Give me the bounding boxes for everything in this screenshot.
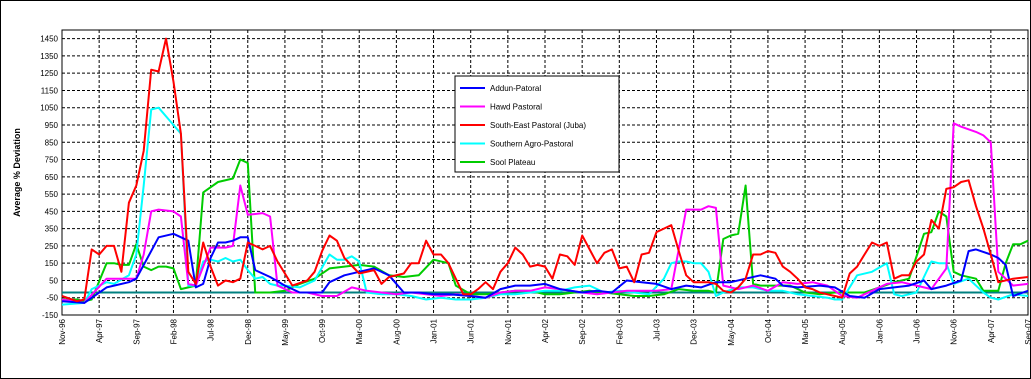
legend-label: Hawd Pastoral [490, 103, 542, 112]
x-tick-label: Nov-96 [58, 318, 67, 344]
legend: Addun-Patoral Hawd Pastoral South-East Pas… [454, 75, 620, 173]
x-tick-label: Aug-00 [392, 318, 401, 344]
y-tick-label: 250 [45, 242, 59, 251]
x-tick-label: Oct-99 [318, 318, 327, 343]
series-lines [61, 37, 1029, 306]
y-tick-label: 350 [45, 225, 59, 234]
y-tick-label: 50 [49, 276, 58, 285]
y-tick-label: 950 [45, 121, 59, 130]
x-tick-label: Feb-98 [169, 318, 178, 344]
x-tick-label: Mar-00 [355, 318, 364, 344]
y-tick-label: -50 [46, 294, 58, 303]
series-line-1 [61, 122, 1029, 304]
x-tick-label: Dec-03 [690, 318, 699, 344]
x-tick-label: Jul-98 [207, 318, 216, 340]
x-tick-label: Mar-05 [801, 318, 810, 344]
legend-label: Addun-Patoral [490, 84, 541, 93]
y-tick-label: 1050 [40, 104, 58, 113]
y-tick-label: 1150 [41, 86, 59, 95]
series-line-3 [61, 106, 1029, 306]
y-tick-label: 150 [45, 259, 59, 268]
plot-area-border [61, 29, 1029, 316]
y-tick-label: 650 [45, 173, 59, 182]
x-tick-label: Jul-03 [652, 318, 661, 340]
x-tick-label: Jun-06 [913, 318, 922, 343]
y-axis-label: Average % Deviation [12, 128, 22, 217]
y-tick-label: 1250 [40, 69, 58, 78]
x-tick-labels: Nov-96 Apr-97 Sep-97 Feb-98 Jul-98 Dec-98 May-… [58, 318, 1031, 345]
y-tick-labels: -150 -50 50 150 250 350 450 550 650 750 850 950 1050… [40, 35, 58, 320]
y-tick-label: 850 [45, 138, 59, 147]
x-tick-label: Aug-05 [838, 318, 847, 344]
x-tick-label: Oct-04 [764, 318, 773, 343]
x-tick-label: May-99 [281, 318, 290, 345]
x-tick-label: May-04 [727, 318, 736, 345]
y-tick-label: 1350 [40, 52, 58, 61]
x-tick-label: Nov-01 [504, 318, 513, 344]
x-tick-label: Sep-97 [132, 318, 141, 344]
x-tick-label: Dec-98 [244, 318, 253, 344]
series-line-0 [61, 232, 1029, 304]
series-line-2 [61, 37, 1029, 303]
legend-label: Sool Plateau [490, 158, 535, 167]
x-tick-label: Apr-02 [541, 318, 550, 343]
y-tick-label: -150 [42, 311, 59, 320]
x-tick-label: Sep-07 [1024, 318, 1031, 344]
x-tick-label: Nov-06 [950, 318, 959, 344]
legend-label: Southern Agro-Pastoral [490, 140, 573, 149]
y-tick-label: 450 [45, 207, 59, 216]
legend-label: South-East Pastoral (Juba) [490, 121, 586, 130]
x-tick-label: Jan-06 [875, 318, 884, 343]
y-tick-label: 550 [45, 190, 59, 199]
x-tick-label: Jan-01 [430, 318, 439, 343]
x-tick-label: Jun-01 [467, 318, 476, 343]
x-tick-label: Sep-02 [578, 318, 587, 344]
x-tick-label: Apr-07 [987, 318, 996, 343]
x-tick-label: Apr-97 [95, 318, 104, 343]
y-tick-label: 1450 [40, 35, 58, 44]
y-tick-label: 750 [45, 156, 59, 165]
x-tick-label: Feb-03 [615, 318, 624, 344]
